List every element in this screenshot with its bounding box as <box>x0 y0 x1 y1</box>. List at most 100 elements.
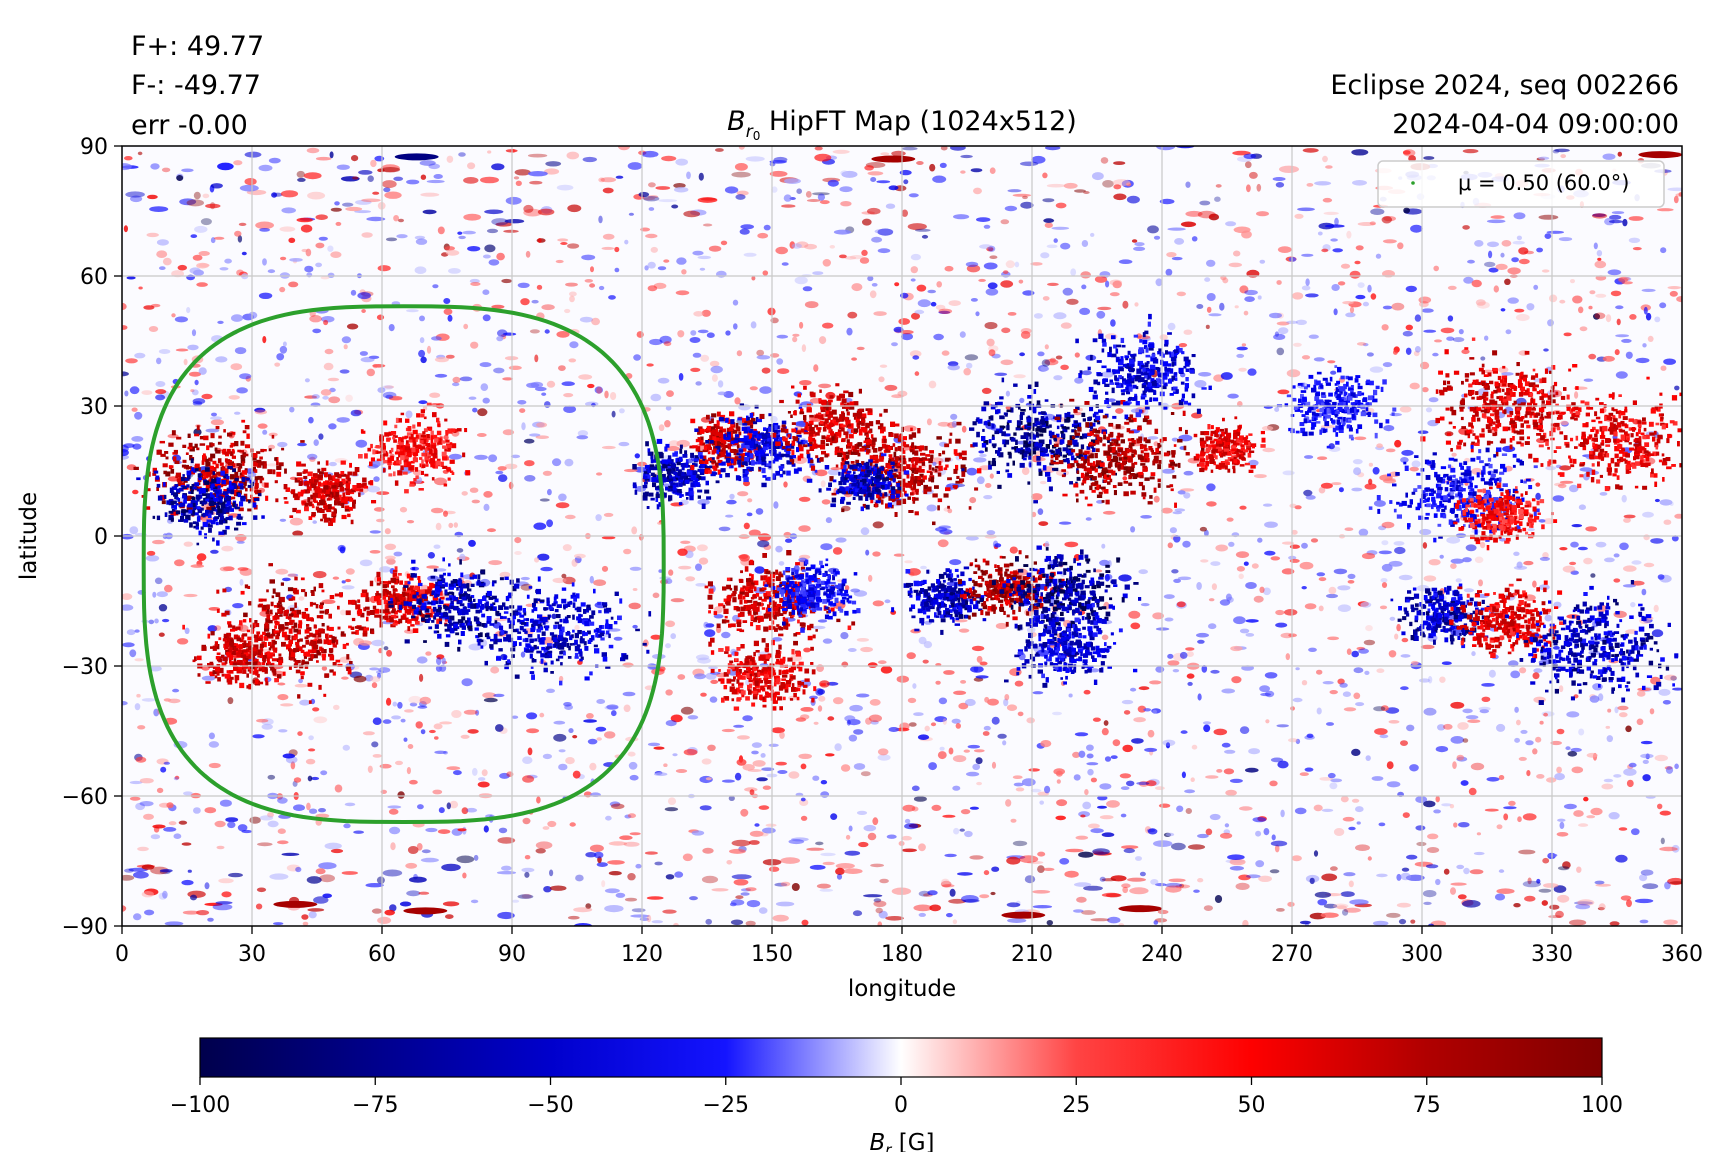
active-region-pixel <box>374 596 379 601</box>
quiet-sun-pixel <box>899 722 910 730</box>
quiet-sun-pixel <box>237 235 243 243</box>
active-region-pixel <box>203 435 209 441</box>
quiet-sun-pixel <box>1055 202 1067 209</box>
active-region-pixel <box>398 618 403 624</box>
quiet-sun-pixel <box>487 150 492 154</box>
quiet-sun-pixel <box>1400 872 1412 881</box>
quiet-sun-pixel <box>917 734 930 740</box>
quiet-sun-pixel <box>541 304 555 311</box>
quiet-sun-pixel <box>1527 528 1535 532</box>
quiet-sun-pixel <box>627 751 636 757</box>
quiet-sun-pixel <box>237 567 249 571</box>
quiet-sun-pixel <box>367 175 374 182</box>
quiet-sun-pixel <box>555 259 564 264</box>
active-region-pixel <box>159 440 165 444</box>
quiet-sun-pixel <box>207 917 214 922</box>
quiet-sun-pixel <box>233 160 243 166</box>
quiet-sun-pixel <box>1538 156 1550 160</box>
quiet-sun-pixel <box>1339 682 1348 688</box>
quiet-sun-pixel <box>418 891 430 895</box>
active-region-pixel <box>180 516 184 522</box>
quiet-sun-pixel <box>706 332 715 339</box>
active-region-pixel <box>329 648 333 654</box>
quiet-sun-pixel <box>796 188 802 194</box>
active-region-pixel <box>187 475 191 480</box>
quiet-sun-pixel <box>985 483 992 488</box>
active-region-pixel <box>245 487 248 492</box>
quiet-sun-pixel <box>1460 780 1469 786</box>
quiet-sun-pixel <box>852 910 863 917</box>
quiet-sun-pixel <box>530 381 544 388</box>
quiet-sun-pixel <box>252 734 265 739</box>
quiet-sun-pixel <box>1641 588 1647 596</box>
quiet-sun-pixel <box>1304 767 1314 772</box>
quiet-sun-pixel <box>1609 921 1620 926</box>
quiet-sun-pixel <box>479 362 492 368</box>
quiet-sun-pixel <box>1317 231 1323 236</box>
quiet-sun-pixel <box>1642 774 1651 782</box>
quiet-sun-pixel <box>123 225 128 233</box>
quiet-sun-pixel <box>156 787 164 794</box>
quiet-sun-pixel <box>1583 557 1593 565</box>
quiet-sun-pixel <box>176 638 189 645</box>
quiet-sun-pixel <box>159 266 166 270</box>
quiet-sun-pixel <box>354 210 371 214</box>
quiet-sun-pixel <box>158 349 171 354</box>
quiet-sun-pixel <box>1555 910 1564 919</box>
quiet-sun-pixel <box>426 345 432 354</box>
quiet-sun-pixel <box>1535 482 1541 487</box>
active-region-pixel <box>265 681 269 686</box>
quiet-sun-pixel <box>817 705 823 712</box>
quiet-sun-pixel <box>1128 610 1141 619</box>
quiet-sun-pixel <box>1243 310 1249 316</box>
quiet-sun-pixel <box>844 585 850 591</box>
quiet-sun-pixel <box>1275 182 1285 188</box>
quiet-sun-pixel <box>391 715 402 720</box>
active-region-pixel <box>232 502 236 508</box>
quiet-sun-pixel <box>960 170 966 174</box>
quiet-sun-pixel <box>1486 219 1506 224</box>
quiet-sun-pixel <box>969 497 977 504</box>
quiet-sun-pixel <box>844 256 857 260</box>
quiet-sun-pixel <box>798 525 811 532</box>
quiet-sun-pixel <box>482 254 491 259</box>
quiet-sun-pixel <box>1415 825 1426 831</box>
quiet-sun-pixel <box>1285 653 1291 661</box>
quiet-sun-pixel <box>441 657 446 665</box>
quiet-sun-pixel <box>279 518 287 522</box>
active-region-pixel <box>329 655 335 661</box>
quiet-sun-pixel <box>1351 487 1363 492</box>
quiet-sun-pixel <box>872 521 884 529</box>
active-region-pixel <box>208 527 212 533</box>
quiet-sun-pixel <box>971 645 985 652</box>
quiet-sun-pixel <box>590 266 594 273</box>
active-region-pixel <box>354 467 360 473</box>
quiet-sun-pixel <box>1196 304 1204 309</box>
quiet-sun-pixel <box>546 688 555 693</box>
quiet-sun-pixel <box>1364 670 1370 676</box>
quiet-sun-pixel <box>308 416 314 424</box>
quiet-sun-pixel <box>1022 195 1028 200</box>
active-region-pixel <box>205 458 209 462</box>
active-region-pixel <box>390 577 396 583</box>
active-region-pixel <box>264 622 269 626</box>
quiet-sun-pixel <box>384 909 396 916</box>
quiet-sun-pixel <box>1577 899 1595 906</box>
active-region-pixel <box>219 462 224 466</box>
quiet-sun-pixel <box>376 314 385 321</box>
quiet-sun-pixel <box>697 197 718 203</box>
quiet-sun-pixel <box>631 908 646 913</box>
active-region-pixel <box>332 671 336 676</box>
quiet-sun-pixel <box>1245 767 1259 773</box>
quiet-sun-pixel <box>569 341 579 349</box>
active-region-pixel <box>227 624 233 628</box>
quiet-sun-pixel <box>496 871 517 875</box>
quiet-sun-pixel <box>1503 813 1509 821</box>
quiet-sun-pixel <box>623 704 631 713</box>
quiet-sun-pixel <box>361 232 373 238</box>
quiet-sun-pixel <box>1552 149 1560 154</box>
quiet-sun-pixel <box>1102 180 1114 188</box>
quiet-sun-pixel <box>812 271 824 275</box>
quiet-sun-pixel <box>1380 578 1388 583</box>
quiet-sun-pixel <box>880 665 893 674</box>
